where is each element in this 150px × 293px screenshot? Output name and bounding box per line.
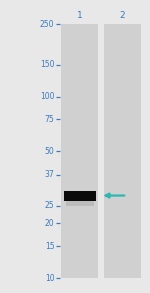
Text: 250: 250 [40,20,54,29]
Text: 100: 100 [40,92,54,101]
Text: 1: 1 [77,11,83,20]
Text: 20: 20 [45,219,54,228]
Text: 37: 37 [45,171,54,180]
Text: 25: 25 [45,201,54,210]
Text: 15: 15 [45,242,54,251]
Bar [64,190,96,200]
Bar [66,200,94,206]
Bar [104,24,141,278]
Text: 150: 150 [40,60,54,69]
Bar [61,24,98,278]
Text: 2: 2 [120,11,125,20]
Text: 50: 50 [45,147,54,156]
Text: 10: 10 [45,274,54,282]
Text: 75: 75 [45,115,54,124]
